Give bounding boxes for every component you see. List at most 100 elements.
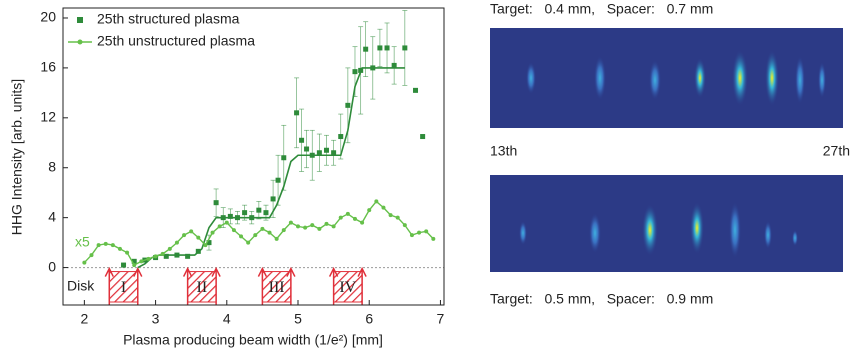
point [253, 233, 257, 237]
point [139, 259, 143, 263]
spot [765, 50, 779, 106]
caption: Target: 0.4 mm, Spacer: 0.7 mm [490, 1, 713, 17]
point [228, 214, 233, 219]
point [402, 45, 407, 50]
spot [795, 56, 805, 104]
point [260, 227, 264, 231]
y-tick-label: 4 [48, 208, 56, 224]
y-tick-label: 8 [48, 158, 56, 174]
point [367, 208, 371, 212]
spot [729, 202, 741, 258]
point [296, 224, 300, 228]
point [249, 215, 254, 220]
point [111, 243, 115, 247]
region-label: IV [339, 279, 356, 296]
point [420, 134, 425, 139]
point [310, 223, 314, 227]
figure: HHG Intensity [arb. units] Plasma produc… [0, 0, 851, 357]
point [289, 221, 293, 225]
spot [649, 60, 661, 100]
point [282, 228, 286, 232]
order-label: 27th [823, 143, 850, 159]
legend-marker [78, 40, 83, 45]
point [410, 233, 414, 237]
fit-line [138, 68, 405, 268]
point [339, 216, 343, 220]
point [392, 63, 397, 68]
legend-label: 25th structured plasma [97, 11, 240, 27]
legend-label: 25th unstructured plasma [97, 33, 255, 49]
region-label: II [197, 279, 208, 296]
point [431, 237, 435, 241]
point [132, 263, 136, 267]
point [403, 223, 407, 227]
point [381, 206, 385, 210]
point [363, 47, 368, 52]
point [211, 231, 215, 235]
point [246, 241, 250, 245]
y-tick-label: 0 [48, 258, 56, 274]
point [338, 134, 343, 139]
point [324, 148, 329, 153]
y-tick-label: 12 [40, 109, 56, 125]
point [360, 221, 364, 225]
point [345, 103, 350, 108]
point [203, 243, 207, 247]
point [185, 254, 190, 259]
point [218, 224, 222, 228]
point [182, 233, 186, 237]
point [239, 234, 243, 238]
point [268, 231, 272, 235]
point [310, 153, 315, 158]
point [154, 254, 158, 258]
x-tick-label: 6 [365, 311, 373, 327]
order-label: 13th [490, 143, 517, 159]
point [97, 243, 101, 247]
point [352, 69, 357, 74]
point [121, 263, 126, 268]
point [263, 210, 268, 215]
spot [519, 221, 527, 245]
point [346, 212, 350, 216]
x-tick-label: 4 [223, 311, 231, 327]
x-tick-label: 3 [152, 311, 160, 327]
spot [526, 62, 536, 94]
point [385, 45, 390, 50]
point [370, 65, 375, 70]
y-tick-label: 20 [40, 9, 56, 25]
point [317, 227, 321, 231]
point [161, 252, 165, 256]
point [417, 231, 421, 235]
spot [694, 58, 706, 98]
point [196, 249, 201, 254]
point [304, 147, 309, 152]
caption: Target: 0.5 mm, Spacer: 0.9 mm [490, 291, 713, 307]
spot [589, 213, 601, 253]
point [377, 45, 382, 50]
point [358, 68, 363, 73]
point [232, 228, 236, 232]
point [281, 155, 286, 160]
point [175, 241, 179, 245]
legend-marker [77, 17, 83, 23]
point [317, 150, 322, 155]
point [413, 88, 418, 93]
point [104, 242, 108, 246]
point [221, 215, 226, 220]
point [271, 196, 276, 201]
point [331, 150, 336, 155]
spectrum-image [490, 28, 843, 128]
annotation: Disk [67, 278, 95, 294]
spot [594, 56, 606, 100]
point [235, 215, 240, 220]
point [89, 253, 93, 257]
point [276, 178, 281, 183]
spot [792, 230, 798, 246]
x-tick-label: 7 [437, 311, 445, 327]
point [242, 210, 247, 215]
point [424, 229, 428, 233]
spot [690, 202, 704, 254]
x-axis-title: Plasma producing beam width (1/e²) [mm] [123, 332, 383, 348]
point [118, 247, 122, 251]
point [214, 200, 219, 205]
